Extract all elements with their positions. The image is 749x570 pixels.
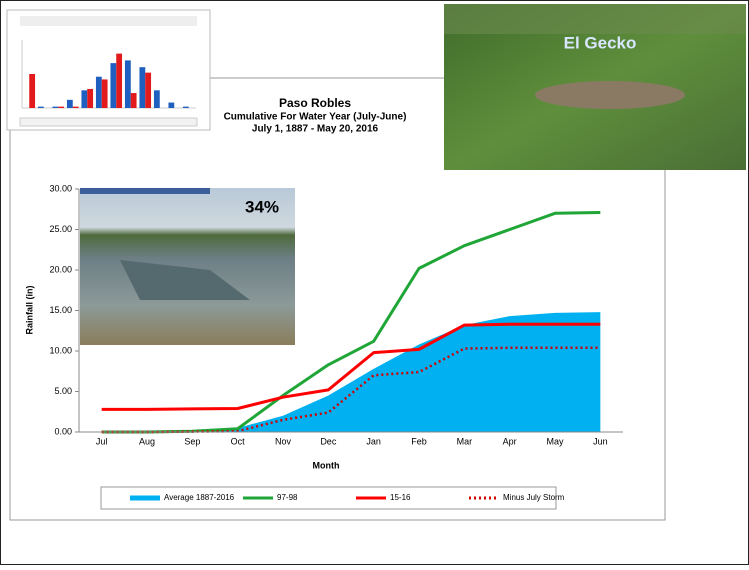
inset-frame — [6, 9, 211, 131]
photo-caption: El Gecko — [564, 33, 637, 52]
plot: 0.00 5.00 10.00 15.00 20.00 25.00 30.00 Jul Aug S… — [49, 183, 623, 502]
y-axis-label: Rainfall (in) — [24, 285, 34, 334]
bar — [101, 79, 108, 108]
legend-label: 15-16 — [390, 493, 411, 502]
main-chart: Paso Robles Cumulative For Water Year (J… — [24, 96, 623, 510]
y-tick-label: 15.00 — [49, 305, 72, 315]
lake-photo: 34% — [80, 188, 295, 345]
bar — [66, 99, 73, 108]
chart-subtitle: Cumulative For Water Year (July-June) — [224, 112, 407, 123]
x-tick-label: May — [546, 436, 564, 446]
x-tick-label: Jul — [96, 436, 108, 446]
photo-caption: 34% — [245, 197, 279, 216]
x-tick-label: Oct — [231, 436, 246, 446]
x-tick-label: Mar — [457, 436, 473, 446]
bar — [153, 90, 160, 108]
bar — [139, 67, 146, 108]
inset-title-blur — [20, 16, 197, 26]
bar — [29, 74, 36, 108]
chart-title: Paso Robles — [279, 96, 351, 110]
bar — [130, 93, 137, 108]
x-tick-label: Apr — [503, 436, 517, 446]
y-tick-label: 25.00 — [49, 224, 72, 234]
gecko-photo: El Gecko — [444, 4, 746, 170]
bar — [52, 106, 59, 108]
bar — [182, 106, 189, 108]
y-tick-label: 5.00 — [54, 386, 72, 396]
gecko — [535, 81, 685, 109]
inset-legend — [19, 117, 198, 127]
chart-subtitle: July 1, 1887 - May 20, 2016 — [252, 124, 379, 135]
photo-water — [120, 260, 250, 300]
photo — [80, 188, 295, 345]
bar — [110, 63, 117, 108]
inset-chart — [6, 9, 211, 131]
x-axis-label: Month — [313, 460, 340, 470]
y-tick-label: 10.00 — [49, 345, 72, 355]
x-tick-label: Nov — [275, 436, 292, 446]
bar — [37, 106, 44, 108]
bar — [58, 106, 65, 108]
bar — [81, 90, 88, 108]
line — [101, 322, 601, 411]
bar — [168, 102, 175, 108]
plot — [21, 40, 196, 109]
line — [101, 210, 601, 434]
legend-label: Minus July Storm — [503, 493, 565, 502]
line — [101, 346, 601, 434]
bar — [124, 60, 131, 108]
bar — [95, 76, 102, 108]
bar — [145, 72, 152, 108]
y-tick-label: 0.00 — [54, 426, 72, 436]
y-tick-label: 20.00 — [49, 264, 72, 274]
x-tick-label: Feb — [411, 436, 427, 446]
area — [101, 312, 601, 432]
x-tick-label: Jun — [593, 436, 608, 446]
photo-bg — [444, 4, 746, 34]
x-tick-label: Dec — [320, 436, 337, 446]
bar — [72, 106, 79, 108]
photo-banner — [80, 188, 210, 194]
legend-label: 97-98 — [277, 493, 298, 502]
legend-box — [100, 486, 557, 510]
x-tick-label: Jan — [366, 436, 381, 446]
legend-label: Average 1887-2016 — [164, 493, 235, 502]
bar — [87, 88, 94, 108]
y-tick-label: 30.00 — [49, 183, 72, 193]
x-tick-label: Sep — [184, 436, 200, 446]
bar — [116, 53, 123, 108]
x-tick-label: Aug — [139, 436, 155, 446]
